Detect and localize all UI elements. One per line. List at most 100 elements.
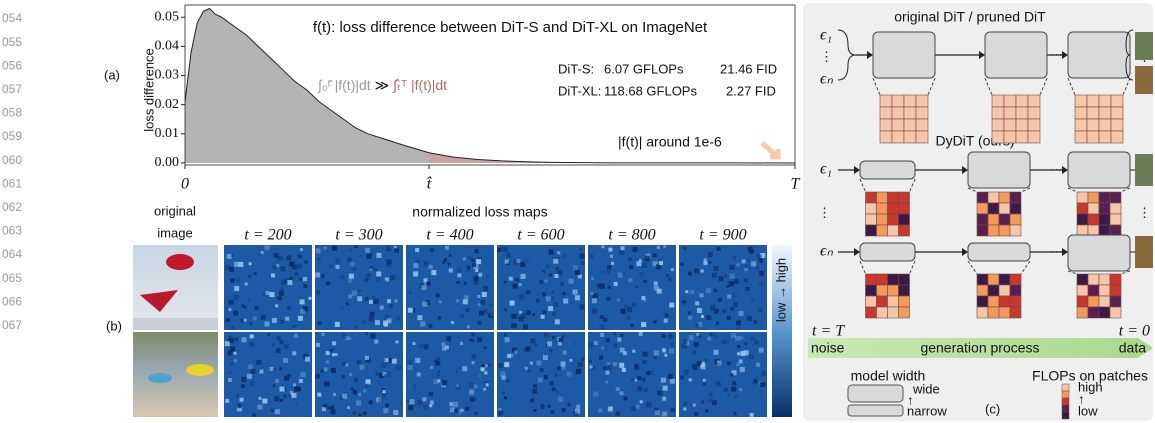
map-speck (605, 338, 610, 343)
map-speck (249, 381, 255, 387)
map-speck (551, 335, 555, 339)
map-speck (264, 245, 270, 251)
patch-cell (1074, 130, 1088, 144)
ellipsis: … (1050, 240, 1063, 255)
patch-cell (998, 191, 1011, 204)
map-speck (382, 393, 387, 398)
patch-cell (1015, 94, 1029, 108)
map-speck (481, 364, 486, 369)
map-speck (487, 362, 492, 367)
map-speck (665, 273, 669, 277)
map-speck (234, 261, 240, 267)
map-speck (695, 323, 700, 328)
patch-cell (976, 273, 989, 286)
patch-cell (887, 213, 899, 226)
map-speck (320, 274, 325, 279)
map-speck (639, 272, 645, 278)
map-speck (519, 294, 525, 300)
patch-cell (1009, 295, 1022, 308)
patch-cell (865, 306, 877, 319)
map-speck (628, 278, 633, 283)
map-speck (308, 296, 312, 300)
map-speck (437, 373, 441, 377)
map-speck (376, 271, 382, 277)
map-speck (365, 332, 369, 336)
patch-cell (1076, 284, 1089, 297)
map-speck (734, 394, 738, 398)
patch-cell (987, 191, 1000, 204)
patch-cell (1098, 224, 1111, 237)
map-speck (464, 295, 469, 300)
epsilon: ϵ₁ (820, 27, 832, 44)
map-speck (259, 252, 263, 256)
map-speck (572, 411, 578, 417)
map-speck (624, 304, 628, 308)
map-speck (603, 317, 608, 322)
map-speck (270, 408, 274, 412)
map-speck (631, 302, 636, 307)
map-speck (243, 318, 247, 322)
map-speck (602, 366, 607, 371)
map-speck (413, 271, 419, 277)
map-speck (653, 356, 657, 360)
dashed-link (984, 77, 1048, 96)
dashed-link (967, 260, 1031, 275)
table-cell: DiT-S: (558, 61, 594, 76)
map-speck (701, 400, 705, 404)
map-speck (589, 254, 594, 259)
photo-detail (166, 254, 194, 270)
map-speck (230, 346, 236, 352)
map-speck (483, 387, 487, 391)
patch-cell (887, 284, 899, 297)
map-speck (315, 248, 321, 254)
map-speck (512, 313, 518, 319)
map-speck (228, 299, 234, 305)
map-speck (387, 299, 392, 304)
map-speck (641, 296, 646, 301)
map-speck (713, 289, 717, 293)
map-speck (669, 302, 675, 308)
map-speck (438, 300, 442, 304)
map-speck (504, 337, 510, 343)
map-speck (526, 290, 531, 295)
map-speck (315, 342, 320, 347)
map-speck (700, 364, 706, 370)
map-speck (722, 308, 727, 313)
map-speck (228, 308, 232, 312)
map-speck (700, 314, 704, 318)
map-speck (706, 315, 712, 321)
brace (1125, 29, 1134, 81)
line-number: 059 (2, 129, 22, 143)
map-speck (422, 301, 428, 307)
line-number: 058 (2, 106, 22, 120)
patch-cell (1098, 106, 1112, 120)
map-speck (592, 308, 598, 314)
map-speck (459, 341, 463, 345)
map-speck (430, 248, 435, 253)
map-speck (234, 276, 240, 282)
map-speck (605, 370, 610, 375)
map-speck (275, 378, 280, 383)
patch-cell (1087, 295, 1100, 308)
map-speck (248, 274, 252, 278)
patch-cell (1009, 306, 1022, 319)
patch-cell (865, 273, 877, 286)
map-speck (372, 295, 376, 299)
map-speck (272, 265, 277, 270)
patch-cell (987, 224, 1000, 237)
timestep-label: t = 900 (699, 227, 746, 244)
map-speck (750, 336, 755, 341)
map-speck (465, 308, 470, 313)
map-speck (412, 387, 416, 391)
map-speck (554, 319, 560, 325)
patch-cell (1087, 306, 1100, 319)
map-speck (732, 256, 736, 260)
timestep-label: t = 400 (426, 227, 473, 244)
line-number: 067 (2, 318, 22, 332)
time-label: t = 0 (1119, 323, 1150, 340)
map-speck (288, 393, 292, 397)
model-block (859, 242, 916, 262)
map-speck (542, 355, 548, 361)
map-speck (450, 407, 456, 413)
